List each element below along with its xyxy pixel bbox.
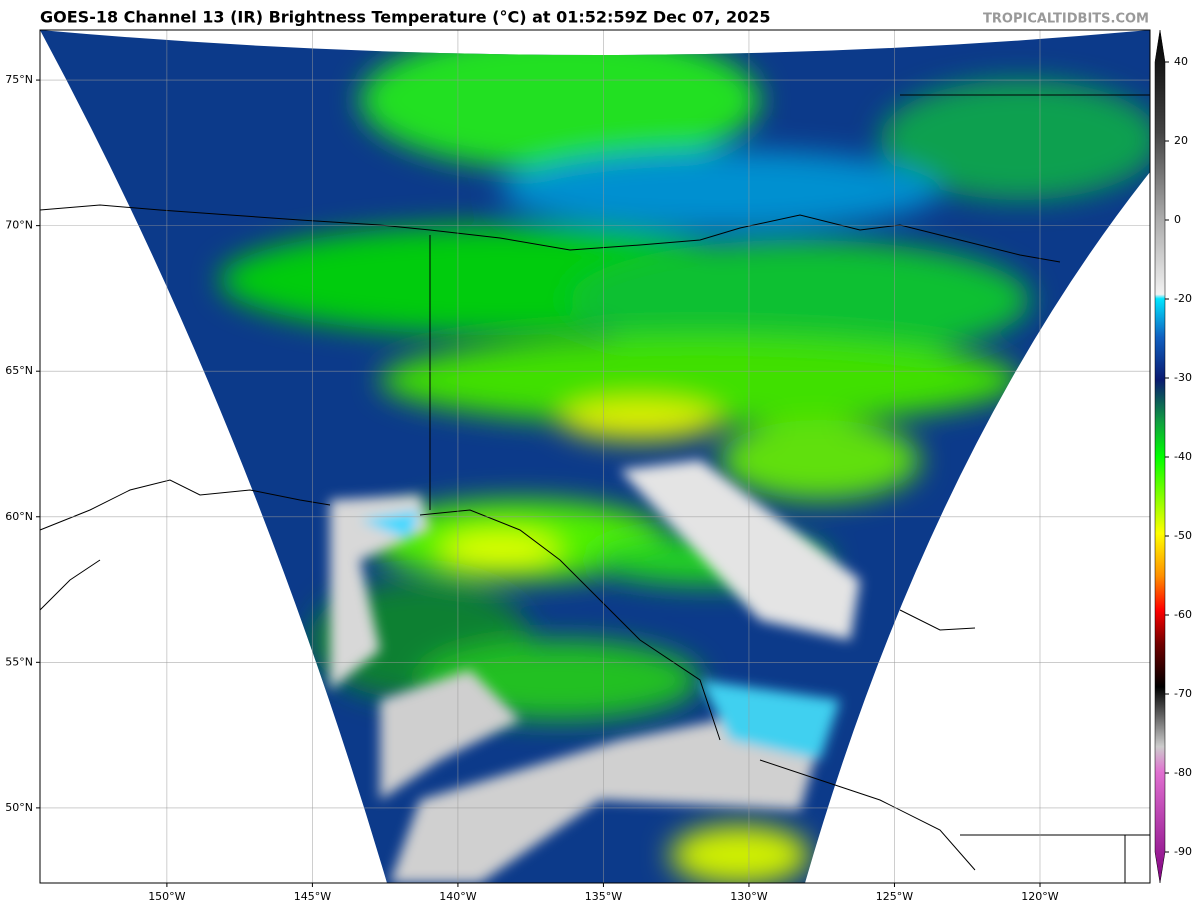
graticule: [40, 30, 1150, 883]
colorbar-tick-label: -90: [1174, 845, 1192, 858]
colorbar-tick-label: -20: [1174, 292, 1192, 305]
watermark: TROPICALTIDBITS.COM: [983, 12, 1149, 27]
colorbar: [1154, 29, 1166, 884]
lat-tick-label: 65°N: [5, 364, 33, 377]
lon-tick-label: 120°W: [1021, 890, 1058, 903]
satellite-imagery: [40, 30, 1150, 883]
colorbar-tick-label: -70: [1174, 687, 1192, 700]
map-frame: [39, 29, 1151, 884]
colorbar-tick-label: -40: [1174, 450, 1192, 463]
lat-tick-label: 50°N: [5, 801, 33, 814]
colorbar-tick-label: -60: [1174, 608, 1192, 621]
lat-tick-label: 60°N: [5, 510, 33, 523]
lon-tick-label: 130°W: [730, 890, 767, 903]
colorbar-tick-label: 40: [1174, 55, 1188, 68]
lon-tick-label: 150°W: [148, 890, 185, 903]
lon-tick-label: 135°W: [585, 890, 622, 903]
colorbar-tick-label: -50: [1174, 529, 1192, 542]
colorbar-tick-label: -80: [1174, 766, 1192, 779]
lon-tick-label: 145°W: [294, 890, 331, 903]
colorbar-tick-label: 20: [1174, 134, 1188, 147]
lat-tick-label: 55°N: [5, 655, 33, 668]
lat-tick-label: 70°N: [5, 219, 33, 232]
lat-tick-label: 75°N: [5, 73, 33, 86]
lon-tick-label: 125°W: [876, 890, 913, 903]
colorbar-tick-label: -30: [1174, 371, 1192, 384]
title: GOES-18 Channel 13 (IR) Brightness Tempe…: [40, 8, 771, 27]
lon-tick-label: 140°W: [439, 890, 476, 903]
colorbar-tick-label: 0: [1174, 213, 1181, 226]
coastlines: [39, 94, 1150, 883]
